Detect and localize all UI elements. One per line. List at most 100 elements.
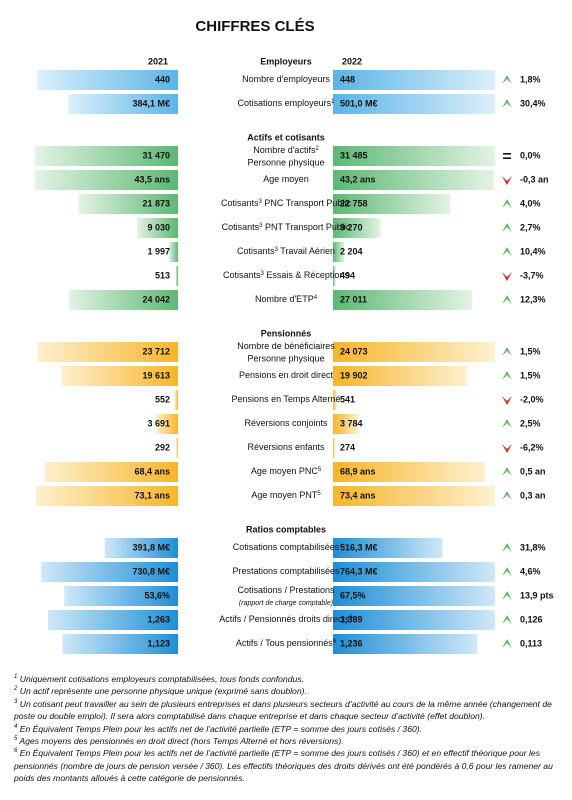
bar xyxy=(333,586,495,606)
change: 12,3% xyxy=(520,294,546,304)
change: 0,126 xyxy=(520,614,543,624)
label-part: Nombre de bénéficiaires xyxy=(237,341,335,351)
value-2022: 68,9 ans xyxy=(340,466,376,476)
trend-up xyxy=(502,567,512,576)
trend-equal xyxy=(503,153,511,155)
trend-up xyxy=(502,99,512,108)
label-part: Cotisants xyxy=(223,270,261,280)
bar xyxy=(62,634,178,654)
value-2021: 513 xyxy=(155,270,170,280)
bar xyxy=(35,170,178,190)
row-label: Réversions conjoints xyxy=(244,418,328,428)
value-2022: 24 073 xyxy=(340,346,368,356)
bar xyxy=(333,218,381,238)
bar xyxy=(47,610,178,630)
value-2021: 552 xyxy=(155,394,170,404)
trend-down xyxy=(502,272,512,281)
footnote: 4 En Équivalent Temps Plein pour les act… xyxy=(14,723,560,735)
value-2021: 440 xyxy=(155,74,170,84)
value-2021: 19 613 xyxy=(142,370,170,380)
label-part: Pensions en Temps Alterné xyxy=(232,394,341,404)
row-label: Age moyen PNT5 xyxy=(251,490,321,500)
change: 31,8% xyxy=(520,542,546,552)
bar xyxy=(333,634,478,654)
footnote-ref: 3 xyxy=(259,199,263,205)
footnote-text: Uniquement cotisations employeurs compta… xyxy=(17,674,304,684)
title: CHIFFRES CLÉS xyxy=(195,18,314,35)
value-2021: 1,263 xyxy=(147,614,170,624)
row-label: Prestations comptabilisées xyxy=(232,566,340,576)
label-part: Cotisations comptabilisées xyxy=(233,542,340,552)
trend-down xyxy=(502,396,512,405)
label-part: PNT Transport Public xyxy=(263,222,351,232)
trend-up xyxy=(502,247,512,256)
label-part: Pensions en droit direct xyxy=(239,370,334,380)
value-2022: 27 011 xyxy=(340,294,367,304)
value-2022: 73,4 ans xyxy=(340,490,376,500)
row-label: Actifs / Pensionnés droits directs6 xyxy=(219,614,353,624)
footnote: 2 Un actif représente une personne physi… xyxy=(14,685,560,697)
label-part: Cotisants xyxy=(222,222,260,232)
change: 0,113 xyxy=(520,638,542,648)
change: 10,4% xyxy=(520,246,546,256)
change: 4,0% xyxy=(520,198,541,208)
footnote: 3 Un cotisant peut travailler au sein de… xyxy=(14,698,560,723)
bar xyxy=(37,342,178,362)
bar xyxy=(333,486,495,506)
bar xyxy=(64,586,178,606)
value-2021: 43,5 ans xyxy=(134,174,170,184)
row-note: (rapport de charge comptable) xyxy=(239,600,333,607)
bar xyxy=(175,266,178,286)
bar xyxy=(333,242,345,262)
footnote-text: Un actif représente une personne physiqu… xyxy=(17,686,307,697)
value-2022: 1,236 xyxy=(340,638,363,648)
bar xyxy=(35,486,178,506)
bar xyxy=(333,366,467,386)
row-label: Nombre d'employeurs xyxy=(242,74,330,84)
row-label: Cotisants3 Essais & Réceptions xyxy=(223,270,349,280)
label-part: Prestations comptabilisées xyxy=(232,566,340,576)
bar xyxy=(333,538,443,558)
footnote: 6 En Équivalent Temps Plein pour les act… xyxy=(14,747,560,784)
trend-up xyxy=(502,223,512,232)
trend-up xyxy=(502,467,512,476)
trend-down xyxy=(502,176,512,185)
change: -3,7% xyxy=(520,270,544,280)
bar xyxy=(78,194,178,214)
value-2022: 541 xyxy=(340,394,355,404)
bar xyxy=(176,438,178,458)
row-label: Cotisations comptabilisées xyxy=(233,542,340,552)
footnote-ref: 4 xyxy=(314,295,318,301)
value-2022: 1,389 xyxy=(340,614,363,624)
bar xyxy=(174,390,178,410)
value-2021: 21 873 xyxy=(142,198,170,208)
value-2021: 730,8 M€ xyxy=(132,566,170,576)
trend-up xyxy=(502,75,512,84)
bar xyxy=(333,266,336,286)
label-part: Travail Aérien xyxy=(278,246,335,256)
value-2022: 2 204 xyxy=(340,246,363,256)
trend-up xyxy=(502,591,512,600)
value-2022: 3 784 xyxy=(340,418,363,428)
footnote-ref: 3 xyxy=(259,223,263,229)
change: 2,5% xyxy=(520,418,541,428)
bar xyxy=(333,290,472,310)
year-header: 2021 xyxy=(148,56,168,66)
row-label: Nombre de bénéficiaires xyxy=(237,341,335,351)
value-2022: 501,0 M€ xyxy=(340,98,378,108)
bar xyxy=(61,366,178,386)
value-2022: 494 xyxy=(340,270,355,280)
row-label: Pensions en droit direct xyxy=(239,370,334,380)
value-2021: 1 997 xyxy=(147,246,170,256)
trend-up xyxy=(502,199,512,208)
bar xyxy=(35,146,178,166)
trend-equal xyxy=(503,157,511,159)
label-part: Nombre d'ETP xyxy=(255,294,314,304)
value-2022: 31 485 xyxy=(340,150,368,160)
row-label: Cotisations employeurs1 xyxy=(238,98,336,108)
bar xyxy=(333,562,495,582)
footnote-number: 4 xyxy=(14,723,18,730)
row-label: Cotisants3 PNT Transport Public xyxy=(222,222,351,232)
value-2021: 31 470 xyxy=(142,150,170,160)
